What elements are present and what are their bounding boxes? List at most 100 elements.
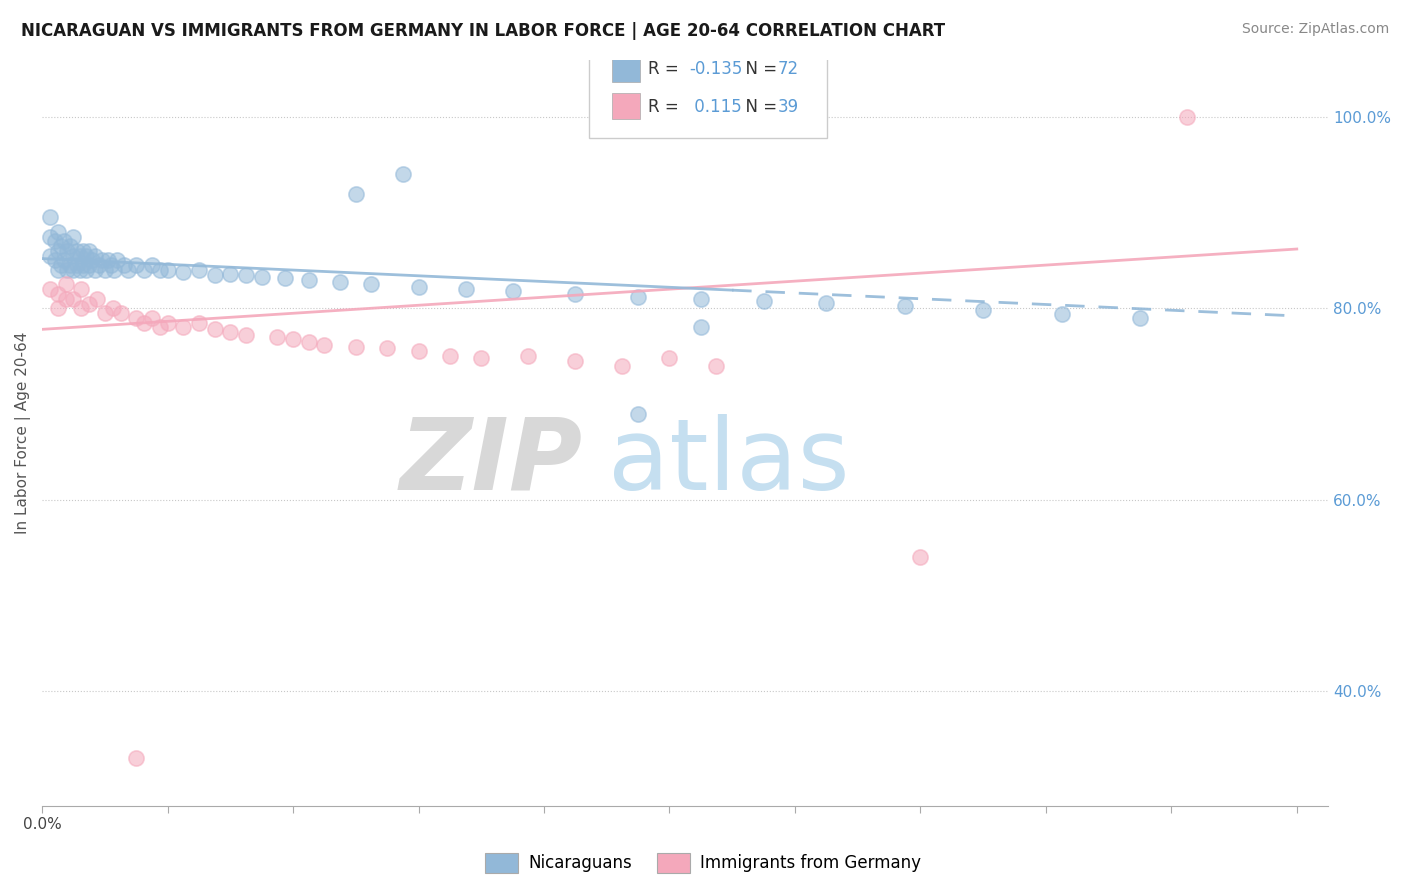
Point [281, 332, 304, 346]
Text: N =: N = [735, 97, 783, 116]
Point [172, 265, 194, 279]
Point [77, 296, 100, 310]
Point [219, 325, 242, 339]
Point [72, 244, 94, 258]
Text: 72: 72 [778, 61, 799, 78]
Point [49, 239, 72, 253]
Point [204, 268, 226, 282]
FancyBboxPatch shape [589, 37, 827, 138]
Point [612, 359, 634, 373]
Point [70, 301, 93, 316]
Point [219, 267, 242, 281]
Point [103, 263, 125, 277]
Point [149, 320, 172, 334]
Point [187, 263, 209, 277]
Point [187, 316, 209, 330]
Point [53, 253, 76, 268]
Text: atlas: atlas [607, 414, 849, 511]
Point [627, 407, 650, 421]
Point [314, 337, 336, 351]
Point [44, 235, 66, 249]
Y-axis label: In Labor Force | Age 20-64: In Labor Force | Age 20-64 [15, 332, 31, 533]
Point [132, 316, 155, 330]
Point [82, 253, 104, 268]
Point [149, 263, 172, 277]
Point [62, 229, 84, 244]
Point [125, 258, 148, 272]
Point [329, 275, 352, 289]
Point [392, 168, 415, 182]
Point [53, 235, 76, 249]
Point [454, 282, 477, 296]
Point [235, 268, 257, 282]
Point [110, 306, 132, 320]
FancyBboxPatch shape [612, 94, 640, 120]
Point [1050, 307, 1073, 321]
Point [156, 316, 179, 330]
Point [564, 287, 586, 301]
Point [470, 351, 492, 365]
Point [55, 277, 77, 292]
Point [46, 244, 69, 258]
Point [94, 306, 117, 320]
Point [502, 284, 524, 298]
Point [235, 328, 257, 343]
Point [44, 253, 66, 268]
Text: ZIP: ZIP [399, 414, 582, 511]
Point [75, 263, 97, 277]
Point [298, 272, 321, 286]
Point [56, 263, 79, 277]
Point [90, 253, 112, 268]
Point [972, 303, 994, 318]
Point [910, 549, 932, 564]
Point [97, 253, 120, 268]
Text: N =: N = [735, 61, 783, 78]
Point [408, 344, 430, 359]
Text: 39: 39 [778, 97, 799, 116]
Point [65, 244, 87, 258]
Point [706, 359, 728, 373]
Point [752, 293, 775, 308]
Point [132, 263, 155, 277]
Point [101, 301, 124, 316]
Point [360, 277, 382, 292]
Point [893, 299, 915, 313]
Text: R =: R = [648, 61, 683, 78]
Point [62, 292, 84, 306]
Point [59, 239, 82, 253]
Point [75, 249, 97, 263]
Point [156, 263, 179, 277]
Point [84, 263, 107, 277]
Point [77, 244, 100, 258]
Point [1129, 310, 1152, 325]
Point [298, 334, 321, 349]
Point [689, 292, 711, 306]
Legend: Nicaraguans, Immigrants from Germany: Nicaraguans, Immigrants from Germany [478, 847, 928, 880]
Point [204, 322, 226, 336]
Point [627, 290, 650, 304]
Point [250, 269, 273, 284]
FancyBboxPatch shape [612, 56, 640, 82]
Point [62, 263, 84, 277]
Point [689, 320, 711, 334]
Point [125, 751, 148, 765]
Point [105, 253, 128, 268]
Point [344, 186, 367, 201]
Point [1175, 110, 1198, 124]
Point [62, 249, 84, 263]
Text: -0.135: -0.135 [689, 61, 742, 78]
Point [39, 282, 62, 296]
Point [59, 258, 82, 272]
Point [86, 292, 108, 306]
Point [141, 310, 163, 325]
Point [72, 258, 94, 272]
Point [56, 244, 79, 258]
Point [87, 258, 110, 272]
Point [658, 351, 681, 365]
Point [815, 295, 838, 310]
Text: Source: ZipAtlas.com: Source: ZipAtlas.com [1241, 22, 1389, 37]
Text: NICARAGUAN VS IMMIGRANTS FROM GERMANY IN LABOR FORCE | AGE 20-64 CORRELATION CHA: NICARAGUAN VS IMMIGRANTS FROM GERMANY IN… [21, 22, 945, 40]
Point [46, 287, 69, 301]
Point [100, 258, 122, 272]
Point [39, 249, 62, 263]
